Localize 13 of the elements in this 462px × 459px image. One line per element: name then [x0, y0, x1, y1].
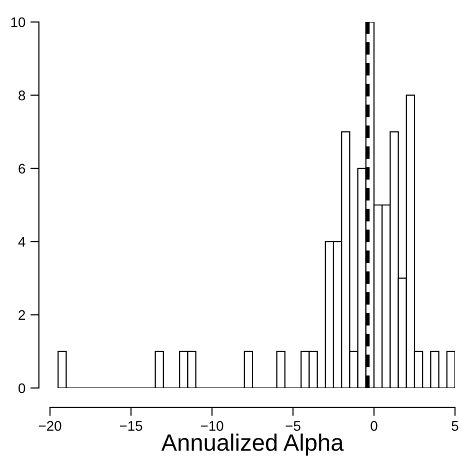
- x-tick-label: 0: [370, 421, 378, 431]
- y-tick-label: 0: [18, 383, 26, 394]
- x-tick-label: −10: [200, 421, 224, 431]
- y-tick-label: 2: [18, 310, 25, 320]
- x-tick-label: 5: [452, 421, 458, 431]
- x-tick-label: −15: [120, 421, 142, 431]
- y-tick-label: 10: [11, 17, 26, 28]
- y-tick-label: 8: [18, 90, 26, 100]
- y-tick-label: 6: [18, 164, 26, 174]
- y-tick-label: 4: [18, 237, 26, 247]
- x-tick-label: −5: [286, 421, 300, 431]
- x-tick-label: −20: [38, 421, 62, 431]
- x-axis-title: Annualized Alpha: [161, 434, 344, 456]
